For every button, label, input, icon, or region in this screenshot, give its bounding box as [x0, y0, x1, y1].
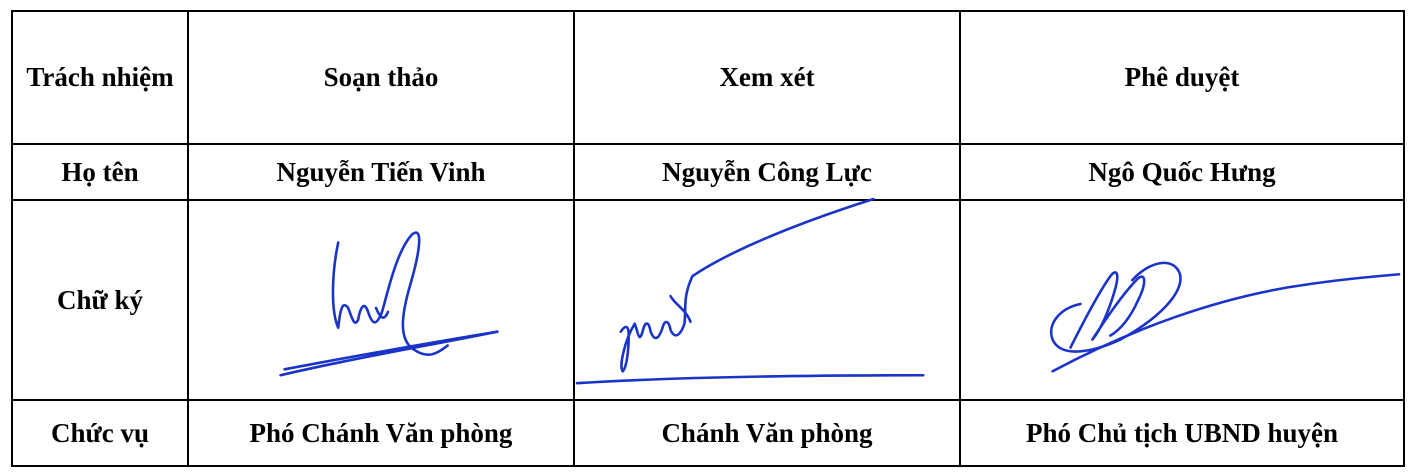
approval-table: Trách nhiệm Soạn thảo Xem xét Phê duyệt …: [11, 10, 1405, 467]
approve-header: Phê duyệt: [959, 10, 1405, 145]
approver-name: Ngô Quốc Hưng: [959, 143, 1405, 201]
drafter-signature: [279, 231, 499, 377]
reviewer-name: Nguyễn Công Lực: [573, 143, 961, 201]
draft-header: Soạn thảo: [187, 10, 575, 145]
drafter-position: Phó Chánh Văn phòng: [187, 399, 575, 467]
position-row-label: Chức vụ: [11, 399, 189, 467]
drafter-signature-cell: [187, 199, 575, 401]
signature-row: Chữ ký: [11, 197, 1405, 401]
approver-signature-cell: [959, 199, 1405, 401]
name-row-label: Họ tên: [11, 143, 189, 201]
approver-signature: [1049, 261, 1401, 373]
reviewer-position: Chánh Văn phòng: [573, 399, 961, 467]
position-row: Chức vụ Phó Chánh Văn phòng Chánh Văn ph…: [11, 399, 1405, 467]
name-row: Họ tên Nguyễn Tiến Vinh Nguyễn Công Lực …: [11, 143, 1405, 201]
drafter-name: Nguyễn Tiến Vinh: [187, 143, 575, 201]
review-header: Xem xét: [573, 10, 961, 145]
signature-row-label: Chữ ký: [11, 199, 189, 401]
responsibility-header: Trách nhiệm: [11, 10, 189, 145]
reviewer-signature-cell: [573, 197, 961, 401]
reviewer-signature: [575, 197, 925, 385]
approver-position: Phó Chủ tịch UBND huyện: [959, 399, 1405, 467]
header-row: Trách nhiệm Soạn thảo Xem xét Phê duyệt: [11, 10, 1405, 145]
